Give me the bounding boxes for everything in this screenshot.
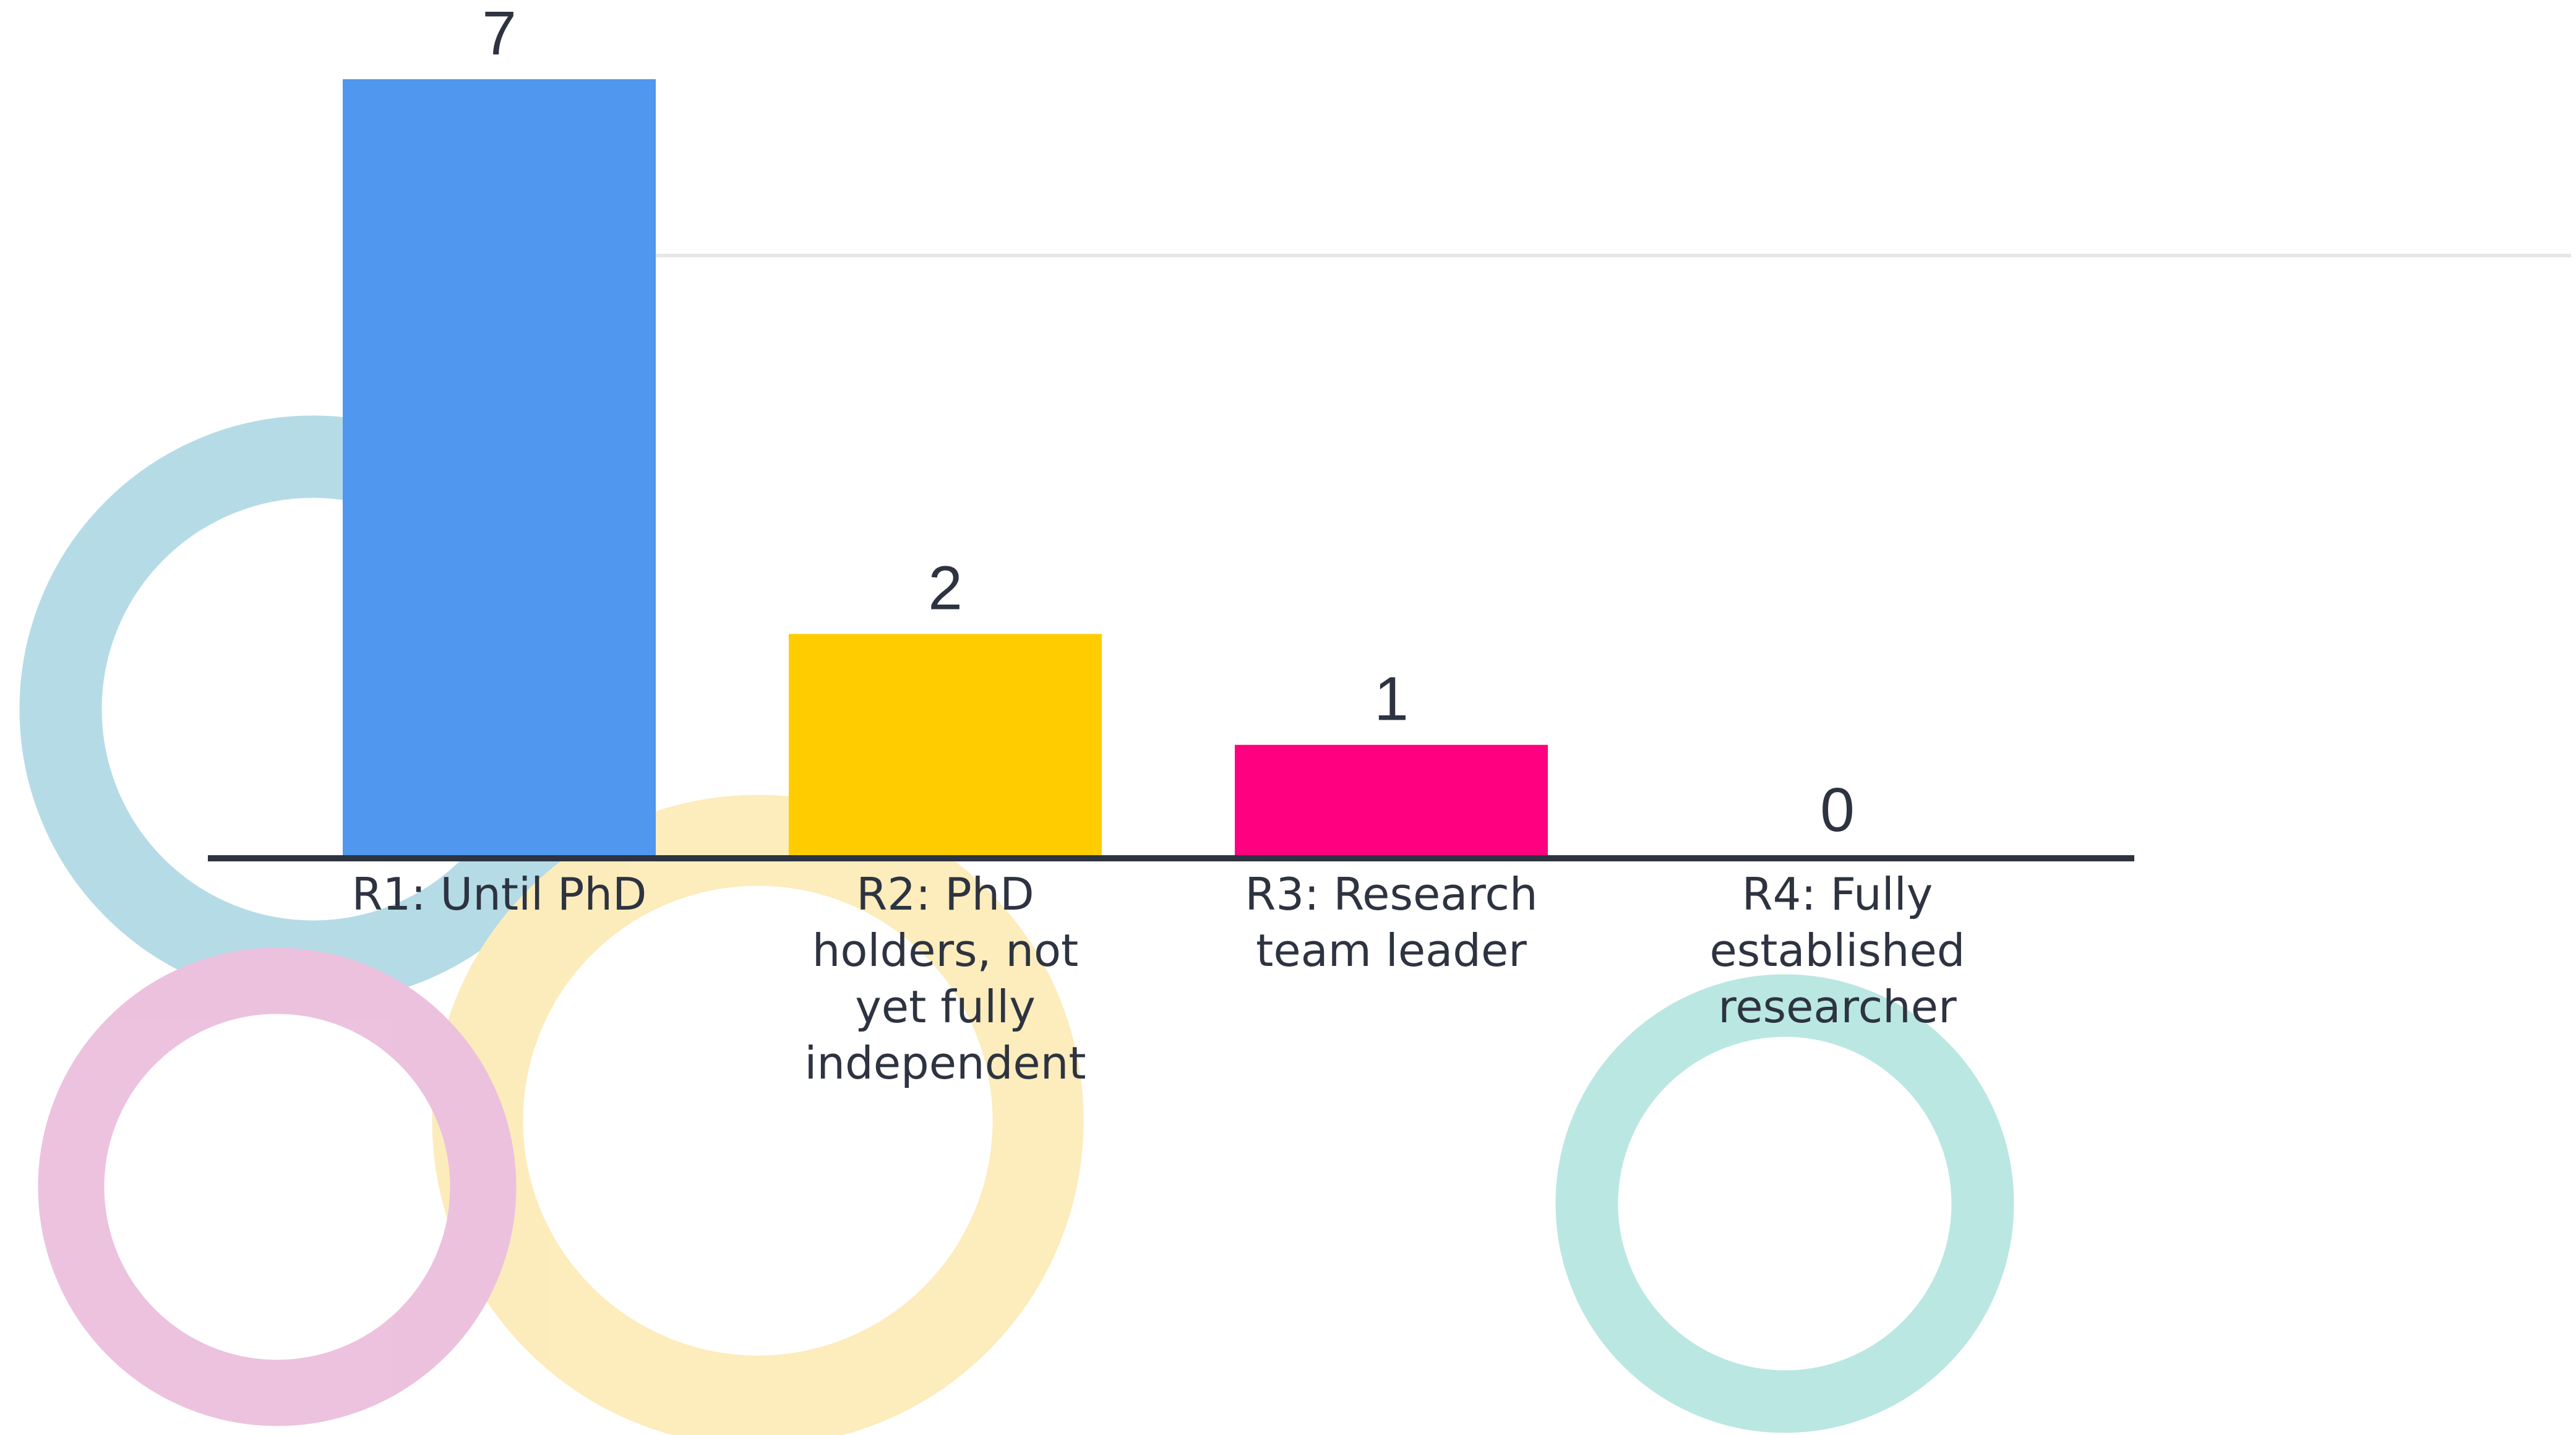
x-tick-label: R4: Fully established researcher <box>1709 868 1965 1033</box>
ring <box>38 947 517 1426</box>
value-label: 1 <box>1374 665 1409 734</box>
x-tick-label: R2: PhD holders, not yet fully independe… <box>804 868 1086 1089</box>
decoration <box>19 254 2571 1435</box>
value-label: 7 <box>482 0 517 68</box>
value-label: 2 <box>928 553 963 623</box>
bar <box>789 634 1102 856</box>
x-tick-label: R3: Research team leader <box>1245 868 1538 976</box>
bar <box>1235 744 1548 856</box>
x-tick-label: R1: Until PhD <box>351 868 647 920</box>
value-label: 0 <box>1820 775 1855 845</box>
ring <box>1555 974 2014 1433</box>
bar <box>343 79 656 856</box>
